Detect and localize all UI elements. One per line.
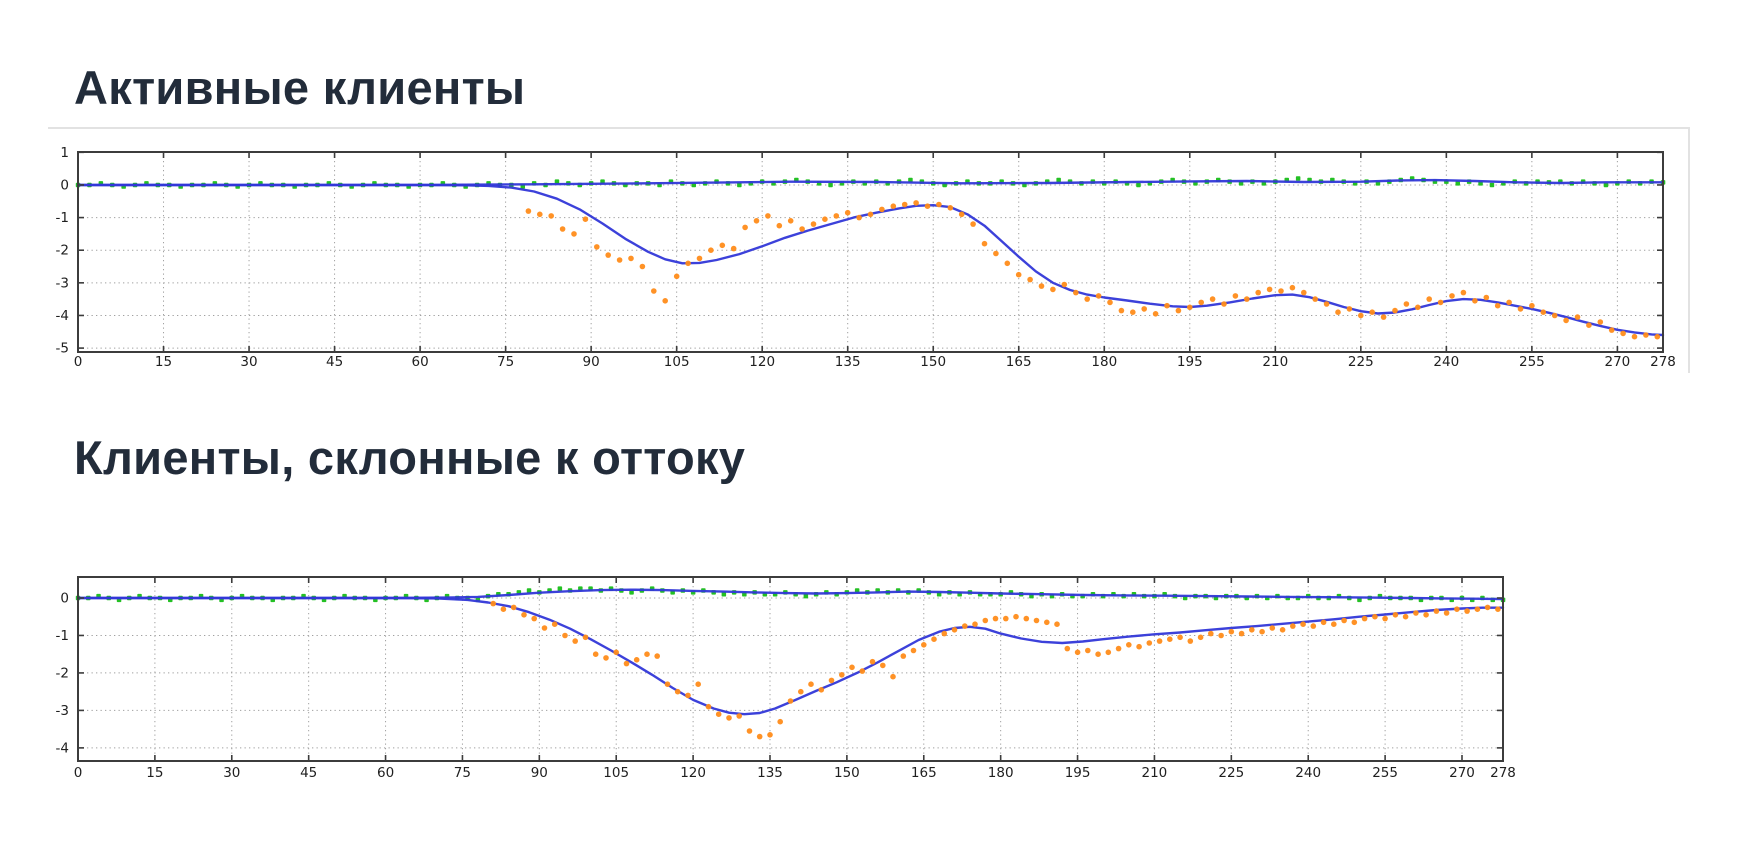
svg-text:278: 278 (1490, 765, 1516, 781)
svg-text:60: 60 (412, 354, 429, 370)
svg-text:105: 105 (603, 765, 629, 781)
svg-text:15: 15 (146, 765, 163, 781)
svg-text:0: 0 (60, 591, 69, 607)
svg-text:180: 180 (1091, 354, 1117, 370)
x-tick-labels: 0 15 30 45 60 75 90 105 120 135 150 165 180 195 210 225… (74, 354, 1676, 370)
svg-text:150: 150 (834, 765, 860, 781)
svg-text:0: 0 (60, 178, 69, 194)
svg-text:-5: -5 (56, 341, 69, 357)
svg-text:135: 135 (835, 354, 861, 370)
svg-text:255: 255 (1519, 354, 1545, 370)
svg-text:-4: -4 (56, 308, 69, 324)
svg-text:90: 90 (531, 765, 548, 781)
active-baseline-trend (76, 178, 1665, 187)
svg-text:-4: -4 (56, 740, 69, 756)
chart-title-active-clients: Активные клиенты (74, 61, 526, 114)
svg-text:120: 120 (680, 765, 706, 781)
svg-text:225: 225 (1348, 354, 1374, 370)
active-deviation-trend (76, 183, 1665, 337)
churn-deviation-trend (76, 596, 1505, 716)
svg-text:270: 270 (1449, 765, 1475, 781)
active-deviation-scatter (525, 200, 1661, 340)
tick-marks (77, 577, 1504, 761)
gridlines (77, 577, 1504, 761)
x-tick-labels: 0 15 30 45 60 75 90 105 120 135 150 165 180 195 210 225… (74, 765, 1516, 781)
svg-text:0: 0 (74, 765, 83, 781)
svg-text:-2: -2 (56, 243, 69, 259)
svg-text:180: 180 (988, 765, 1014, 781)
active-clients-chart: 0 15 30 45 60 75 90 105 120 135 150 165 180 195 210 225… (56, 145, 1676, 370)
svg-text:270: 270 (1605, 354, 1631, 370)
churn-baseline-trend (76, 588, 1505, 601)
svg-text:210: 210 (1142, 765, 1168, 781)
svg-text:195: 195 (1177, 354, 1203, 370)
svg-text:75: 75 (454, 765, 471, 781)
svg-text:195: 195 (1065, 765, 1091, 781)
svg-text:45: 45 (300, 765, 317, 781)
svg-text:240: 240 (1295, 765, 1321, 781)
svg-text:105: 105 (664, 354, 690, 370)
tick-marks (77, 151, 1664, 352)
svg-text:135: 135 (757, 765, 783, 781)
svg-text:45: 45 (326, 354, 343, 370)
svg-text:120: 120 (749, 354, 775, 370)
svg-text:90: 90 (583, 354, 600, 370)
svg-text:30: 30 (223, 765, 240, 781)
svg-text:30: 30 (240, 354, 257, 370)
svg-text:1: 1 (60, 145, 69, 161)
chart-widget-right-border (1688, 127, 1690, 373)
svg-text:-3: -3 (56, 275, 69, 291)
svg-text:240: 240 (1433, 354, 1459, 370)
chart-widget-top-border (48, 127, 1690, 129)
svg-text:255: 255 (1372, 765, 1398, 781)
svg-text:15: 15 (155, 354, 172, 370)
svg-text:-3: -3 (56, 703, 69, 719)
plot-frame (77, 151, 1664, 353)
churn-prone-clients-chart: 0 15 30 45 60 75 90 105 120 135 150 165 180 195 210 225… (56, 576, 1516, 781)
svg-text:-1: -1 (56, 210, 69, 226)
plot-frame (77, 576, 1504, 762)
svg-text:-2: -2 (56, 665, 69, 681)
svg-text:75: 75 (497, 354, 514, 370)
chart-title-churn-prone: Клиенты, склонные к оттоку (74, 431, 746, 484)
svg-text:165: 165 (911, 765, 937, 781)
svg-text:210: 210 (1262, 354, 1288, 370)
svg-text:0: 0 (74, 354, 83, 370)
y-tick-labels: 0 -1 -2 -3 -4 (56, 591, 69, 757)
svg-text:165: 165 (1006, 354, 1032, 370)
svg-text:278: 278 (1650, 354, 1676, 370)
churn-deviation-scatter (490, 600, 1501, 740)
y-tick-labels: 1 0 -1 -2 -3 -4 -5 (56, 145, 69, 357)
svg-text:150: 150 (920, 354, 946, 370)
svg-text:-1: -1 (56, 628, 69, 644)
svg-text:60: 60 (377, 765, 394, 781)
svg-text:225: 225 (1218, 765, 1244, 781)
